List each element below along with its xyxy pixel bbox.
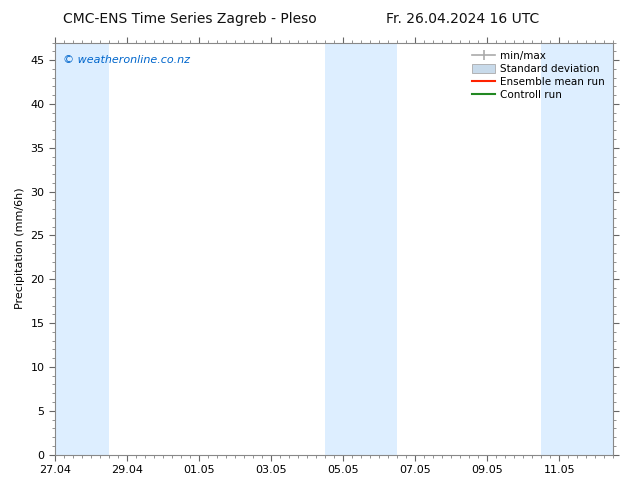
Bar xyxy=(55,43,109,455)
Text: Fr. 26.04.2024 16 UTC: Fr. 26.04.2024 16 UTC xyxy=(386,12,540,26)
Y-axis label: Precipitation (mm/6h): Precipitation (mm/6h) xyxy=(15,188,25,309)
Text: CMC-ENS Time Series Zagreb - Pleso: CMC-ENS Time Series Zagreb - Pleso xyxy=(63,12,317,26)
Bar xyxy=(325,43,398,455)
Bar xyxy=(541,43,614,455)
Text: © weatheronline.co.nz: © weatheronline.co.nz xyxy=(63,55,190,65)
Legend: min/max, Standard deviation, Ensemble mean run, Controll run: min/max, Standard deviation, Ensemble me… xyxy=(469,48,608,103)
